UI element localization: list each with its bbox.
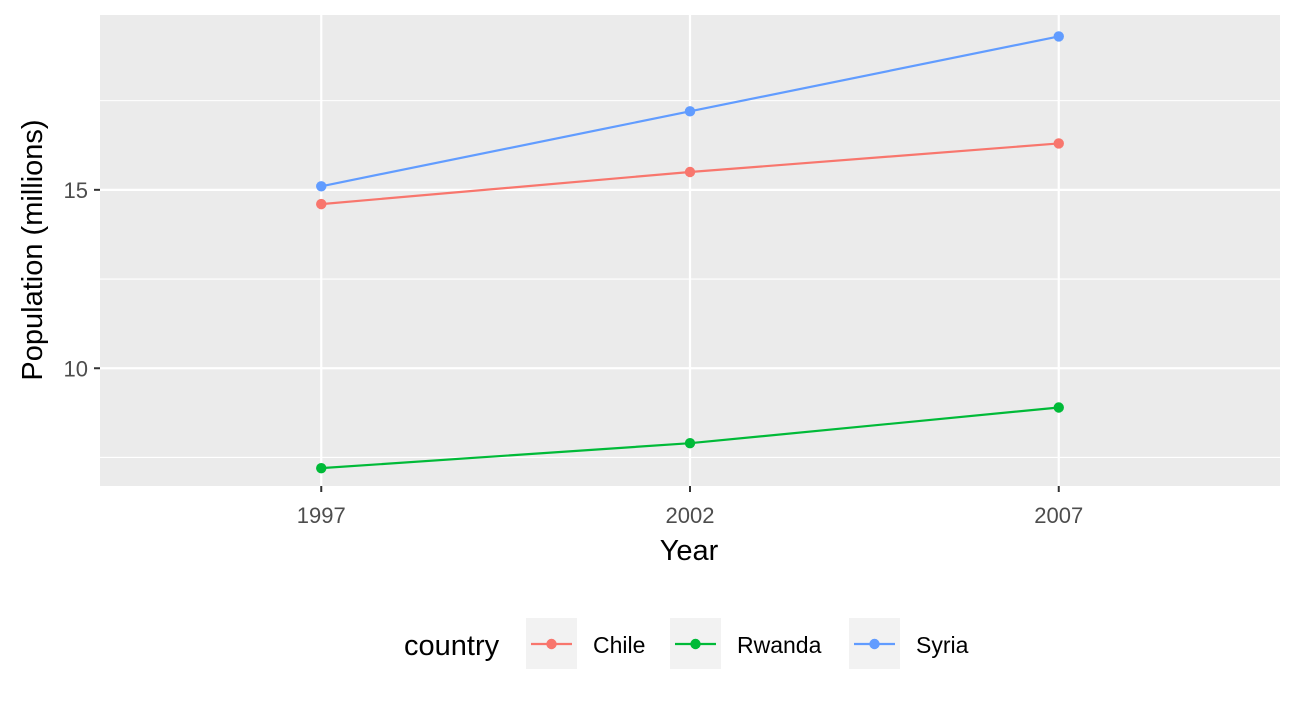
series-layer — [316, 31, 1064, 474]
y-axis-title: Population (millions) — [17, 119, 49, 380]
data-point-chile — [684, 166, 696, 178]
legend: country Chile Rwanda Syria — [404, 618, 969, 669]
legend-swatch-point — [546, 638, 557, 650]
legend-item-rwanda: Rwanda — [670, 618, 822, 669]
x-tick-label: 2002 — [666, 503, 715, 528]
data-point-syria — [1053, 31, 1064, 42]
legend-swatch-point — [690, 638, 701, 650]
y-tick-label: 15 — [64, 178, 88, 203]
data-point-syria — [316, 181, 327, 192]
y-axis: 10 15 — [64, 178, 100, 381]
data-point-syria — [684, 106, 696, 117]
data-point-rwanda — [1053, 402, 1064, 413]
legend-item-syria: Syria — [849, 618, 969, 669]
legend-swatch-point — [869, 638, 880, 650]
legend-label-syria: Syria — [916, 632, 969, 658]
legend-label-rwanda: Rwanda — [737, 632, 822, 658]
data-point-chile — [316, 198, 327, 210]
legend-label-chile: Chile — [593, 632, 645, 658]
data-point-rwanda — [316, 462, 327, 474]
gridlines — [100, 15, 1280, 486]
x-axis-title: Year — [660, 535, 719, 567]
x-axis: 1997 2002 2007 — [297, 486, 1083, 528]
legend-item-chile: Chile — [526, 618, 645, 669]
x-tick-label: 2007 — [1034, 503, 1083, 528]
data-point-rwanda — [684, 437, 696, 449]
legend-title: country — [404, 630, 500, 662]
x-tick-label: 1997 — [297, 503, 346, 528]
y-tick-label: 10 — [64, 356, 88, 381]
data-point-chile — [1053, 138, 1064, 149]
